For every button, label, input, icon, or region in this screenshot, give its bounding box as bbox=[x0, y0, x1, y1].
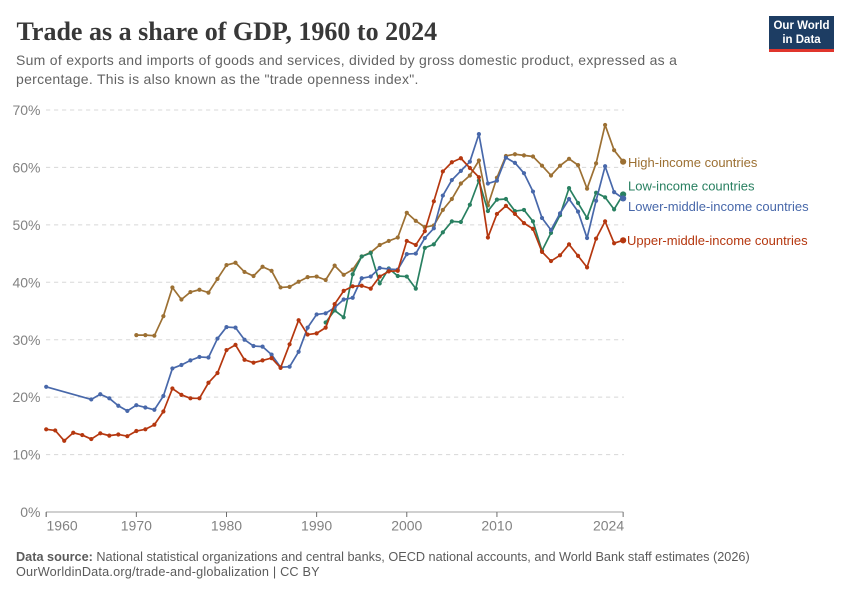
svg-text:20%: 20% bbox=[12, 389, 40, 405]
svg-text:1980: 1980 bbox=[211, 517, 242, 533]
svg-text:Lower-middle-income countries: Lower-middle-income countries bbox=[628, 199, 809, 214]
svg-text:30%: 30% bbox=[12, 332, 40, 348]
svg-text:1960: 1960 bbox=[47, 517, 78, 533]
svg-text:1970: 1970 bbox=[121, 517, 152, 533]
svg-text:70%: 70% bbox=[12, 102, 40, 118]
svg-text:10%: 10% bbox=[12, 447, 40, 463]
svg-text:2024: 2024 bbox=[593, 517, 624, 533]
svg-text:1990: 1990 bbox=[301, 517, 332, 533]
svg-text:Low-income countries: Low-income countries bbox=[628, 179, 755, 194]
svg-text:50%: 50% bbox=[12, 217, 40, 233]
svg-text:40%: 40% bbox=[12, 274, 40, 290]
svg-text:Upper-middle-income countries: Upper-middle-income countries bbox=[627, 233, 808, 248]
svg-text:2010: 2010 bbox=[481, 517, 512, 533]
svg-text:0%: 0% bbox=[20, 504, 40, 520]
svg-text:60%: 60% bbox=[12, 160, 40, 176]
svg-text:High-income countries: High-income countries bbox=[628, 155, 758, 170]
svg-text:2000: 2000 bbox=[391, 517, 422, 533]
